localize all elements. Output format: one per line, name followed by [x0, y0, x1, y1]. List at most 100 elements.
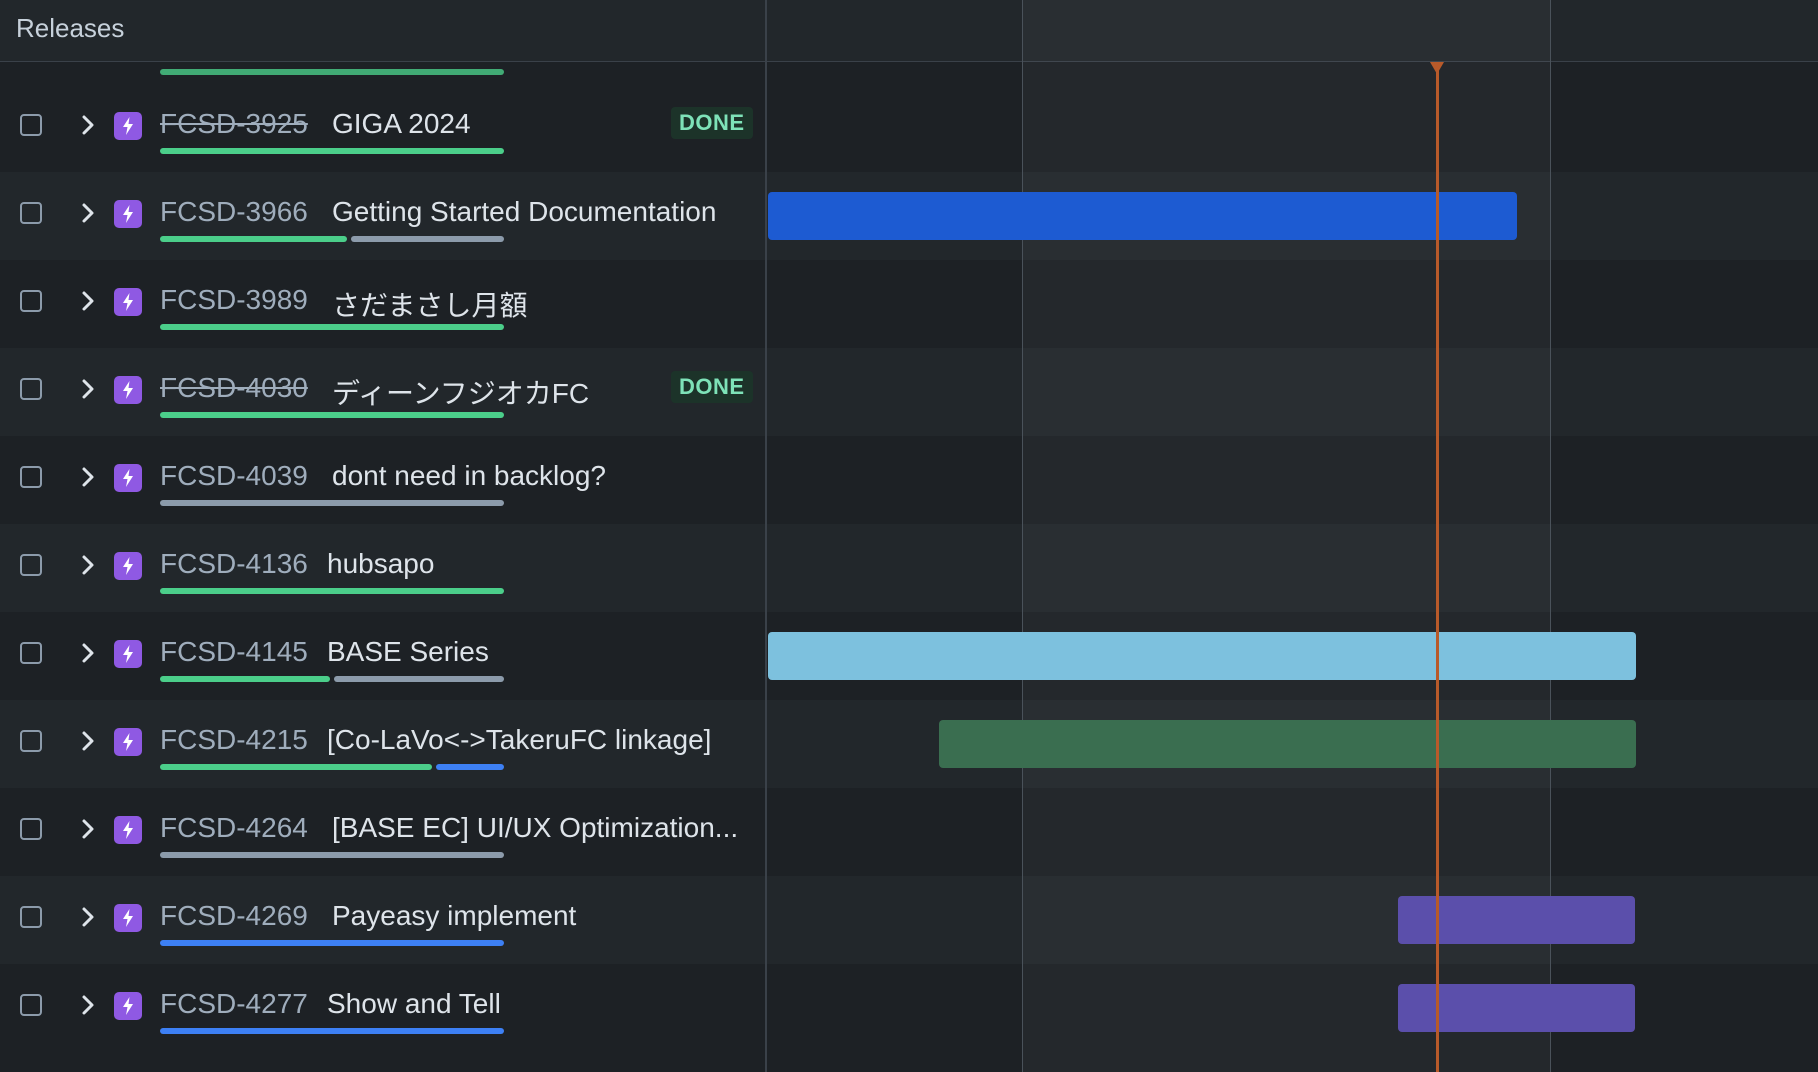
timeline-grid-line — [1022, 0, 1023, 1072]
row-select-checkbox[interactable] — [20, 730, 42, 752]
epic-row[interactable]: FCSD-4030 ディーンフジオカFC DONE — [0, 348, 1818, 436]
row-select-checkbox[interactable] — [20, 378, 42, 400]
epic-lightning-icon — [114, 112, 142, 140]
row-select-checkbox[interactable] — [20, 554, 42, 576]
progress-segment-todo — [160, 500, 504, 506]
status-badge: DONE — [671, 107, 753, 139]
timeline-grid-line — [1550, 0, 1551, 1072]
issue-key-link[interactable]: FCSD-4269 — [160, 900, 308, 931]
epic-row[interactable]: FCSD-4264 [BASE EC] UI/UX Optimization... — [0, 788, 1818, 876]
progress-bar — [160, 764, 504, 770]
epic-lightning-icon — [114, 376, 142, 404]
timeline-bar[interactable] — [768, 192, 1517, 240]
row-select-checkbox[interactable] — [20, 290, 42, 312]
progress-segment-todo — [160, 852, 504, 858]
issue-title[interactable]: Payeasy implement — [332, 900, 577, 931]
epic-row[interactable]: FCSD-4269 Payeasy implement — [0, 876, 1818, 964]
row-select-checkbox[interactable] — [20, 202, 42, 224]
progress-bar — [160, 676, 504, 682]
epic-row[interactable]: FCSD-4145 BASE Series — [0, 612, 1818, 700]
issue-key-link[interactable]: FCSD-4136 — [160, 548, 308, 579]
progress-bar — [160, 500, 504, 506]
issue-title[interactable]: BASE Series — [327, 636, 489, 667]
issue-key-link[interactable]: FCSD-3925 — [160, 108, 308, 139]
progress-segment-todo — [351, 236, 504, 242]
progress-segment-in-progress — [436, 764, 504, 770]
chevron-right-icon[interactable] — [80, 726, 96, 756]
progress-segment-done — [160, 236, 347, 242]
row-select-checkbox[interactable] — [20, 818, 42, 840]
issue-key-link[interactable]: FCSD-4145 — [160, 636, 308, 667]
issue-title[interactable]: [Co-LaVo<->TakeruFC linkage] — [327, 724, 712, 755]
timeline-header: Releases — [0, 0, 1818, 62]
issue-title[interactable]: [BASE EC] UI/UX Optimization... — [332, 812, 739, 843]
progress-bar — [160, 236, 504, 242]
row-select-checkbox[interactable] — [20, 642, 42, 664]
epic-row[interactable]: FCSD-4039 dont need in backlog? — [0, 436, 1818, 524]
progress-segment-done — [160, 412, 504, 418]
status-badge: DONE — [671, 371, 753, 403]
epic-row[interactable]: FCSD-4215 [Co-LaVo<->TakeruFC linkage] — [0, 700, 1818, 788]
progress-bar — [160, 412, 504, 418]
chevron-right-icon[interactable] — [80, 902, 96, 932]
progress-bar — [160, 1028, 504, 1034]
chevron-right-icon[interactable] — [80, 286, 96, 316]
issue-title[interactable]: Show and Tell — [327, 988, 501, 1019]
progress-segment-in-progress — [160, 940, 504, 946]
issue-key-link[interactable]: FCSD-4277 — [160, 988, 308, 1019]
previous-row-progress-bar — [160, 69, 504, 75]
issue-title[interactable]: dont need in backlog? — [332, 460, 606, 491]
issue-title[interactable]: ディーンフジオカFC — [332, 378, 590, 409]
row-select-checkbox[interactable] — [20, 114, 42, 136]
issue-title[interactable]: さだまさし月額 — [332, 290, 528, 321]
issue-title[interactable]: Getting Started Documentation — [332, 196, 717, 227]
progress-segment-in-progress — [160, 1028, 504, 1034]
panel-resize-divider[interactable] — [765, 0, 767, 1072]
progress-bar — [160, 148, 504, 154]
progress-bar — [160, 324, 504, 330]
issue-key-link[interactable]: FCSD-4030 — [160, 372, 308, 403]
chevron-right-icon[interactable] — [80, 462, 96, 492]
chevron-right-icon[interactable] — [80, 374, 96, 404]
row-select-checkbox[interactable] — [20, 994, 42, 1016]
epic-lightning-icon — [114, 992, 142, 1020]
timeline-bar[interactable] — [768, 632, 1636, 680]
progress-segment-done — [160, 764, 432, 770]
row-select-checkbox[interactable] — [20, 906, 42, 928]
progress-bar — [160, 588, 504, 594]
issue-title[interactable]: hubsapo — [327, 548, 435, 579]
progress-segment-done — [160, 324, 504, 330]
issue-key-link[interactable]: FCSD-4215 — [160, 724, 308, 755]
chevron-right-icon[interactable] — [80, 550, 96, 580]
progress-segment-done — [160, 676, 330, 682]
epic-lightning-icon — [114, 552, 142, 580]
issue-key-link[interactable]: FCSD-3966 — [160, 196, 308, 227]
chevron-right-icon[interactable] — [80, 110, 96, 140]
epic-lightning-icon — [114, 200, 142, 228]
epic-lightning-icon — [114, 288, 142, 316]
epic-row[interactable]: FCSD-4277 Show and Tell — [0, 964, 1818, 1052]
chevron-right-icon[interactable] — [80, 638, 96, 668]
timeline-bar[interactable] — [1398, 984, 1635, 1032]
epic-lightning-icon — [114, 728, 142, 756]
chevron-right-icon[interactable] — [80, 198, 96, 228]
epic-lightning-icon — [114, 640, 142, 668]
issue-key-link[interactable]: FCSD-3989 — [160, 284, 308, 315]
progress-bar — [160, 940, 504, 946]
row-select-checkbox[interactable] — [20, 466, 42, 488]
epic-lightning-icon — [114, 464, 142, 492]
issue-title[interactable]: GIGA 2024 — [332, 108, 471, 139]
chevron-right-icon[interactable] — [80, 990, 96, 1020]
epic-row[interactable]: FCSD-3966 Getting Started Documentation — [0, 172, 1818, 260]
epic-row[interactable]: FCSD-3989 さだまさし月額 — [0, 260, 1818, 348]
issue-key-link[interactable]: FCSD-4264 — [160, 812, 308, 843]
issue-key-link[interactable]: FCSD-4039 — [160, 460, 308, 491]
timeline-bar[interactable] — [1398, 896, 1635, 944]
epic-lightning-icon — [114, 816, 142, 844]
epic-row[interactable]: FCSD-4136 hubsapo — [0, 524, 1818, 612]
timeline-bar[interactable] — [939, 720, 1636, 768]
epic-row[interactable]: FCSD-3925 GIGA 2024 DONE — [0, 84, 1818, 172]
today-line — [1436, 64, 1439, 1072]
chevron-right-icon[interactable] — [80, 814, 96, 844]
